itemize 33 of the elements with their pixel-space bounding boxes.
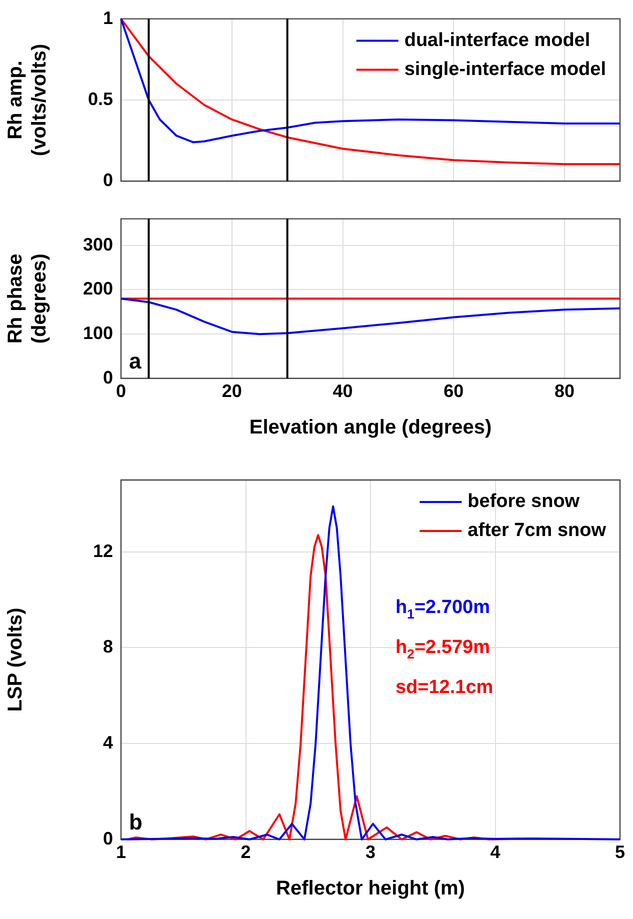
x-tick-label: 2	[240, 842, 251, 862]
y-tick-label: 100	[82, 323, 113, 344]
x-tick-label: 1	[116, 842, 126, 862]
y-tick-label: 12	[92, 540, 113, 561]
legend-label: dual-interface model	[404, 30, 590, 52]
y-axis-title: Rh amp. (volts/volts)	[4, 44, 51, 156]
x-tick-label: 40	[332, 381, 353, 402]
y-tick-label: 1	[102, 8, 113, 28]
legend-label: after 7cm snow	[468, 520, 606, 542]
y-tick-label: 8	[102, 636, 113, 657]
annotation: b	[129, 809, 142, 834]
x-tick-label: 4	[490, 842, 500, 862]
legend-label: single-interface model	[404, 59, 606, 80]
y-tick-label: 0	[102, 170, 113, 190]
x-tick-label: 80	[554, 381, 575, 402]
x-tick-label: 20	[222, 381, 242, 402]
y-tick-label: 4	[102, 732, 113, 753]
y-tick-label: 0.5	[88, 88, 113, 109]
y-axis-title: Rh phase (degrees)	[4, 254, 51, 344]
y-tick-label: 0	[102, 367, 113, 388]
x-axis-title: Reflector height (m)	[276, 878, 465, 900]
y-tick-label: 0	[102, 828, 113, 848]
x-axis-title: Elevation angle (degrees)	[249, 416, 492, 439]
x-tick-label: 60	[444, 381, 464, 402]
x-tick-label: 3	[365, 842, 376, 862]
x-tick-label: 0	[116, 381, 126, 402]
annotation: a	[129, 348, 142, 374]
y-tick-label: 300	[82, 234, 113, 254]
annotation: sd=12.1cm	[395, 676, 494, 698]
y-tick-label: 200	[82, 278, 113, 299]
x-tick-label: 5	[614, 842, 626, 862]
y-axis-title: LSP (volts)	[4, 608, 27, 712]
legend-label: before snow	[468, 491, 580, 512]
